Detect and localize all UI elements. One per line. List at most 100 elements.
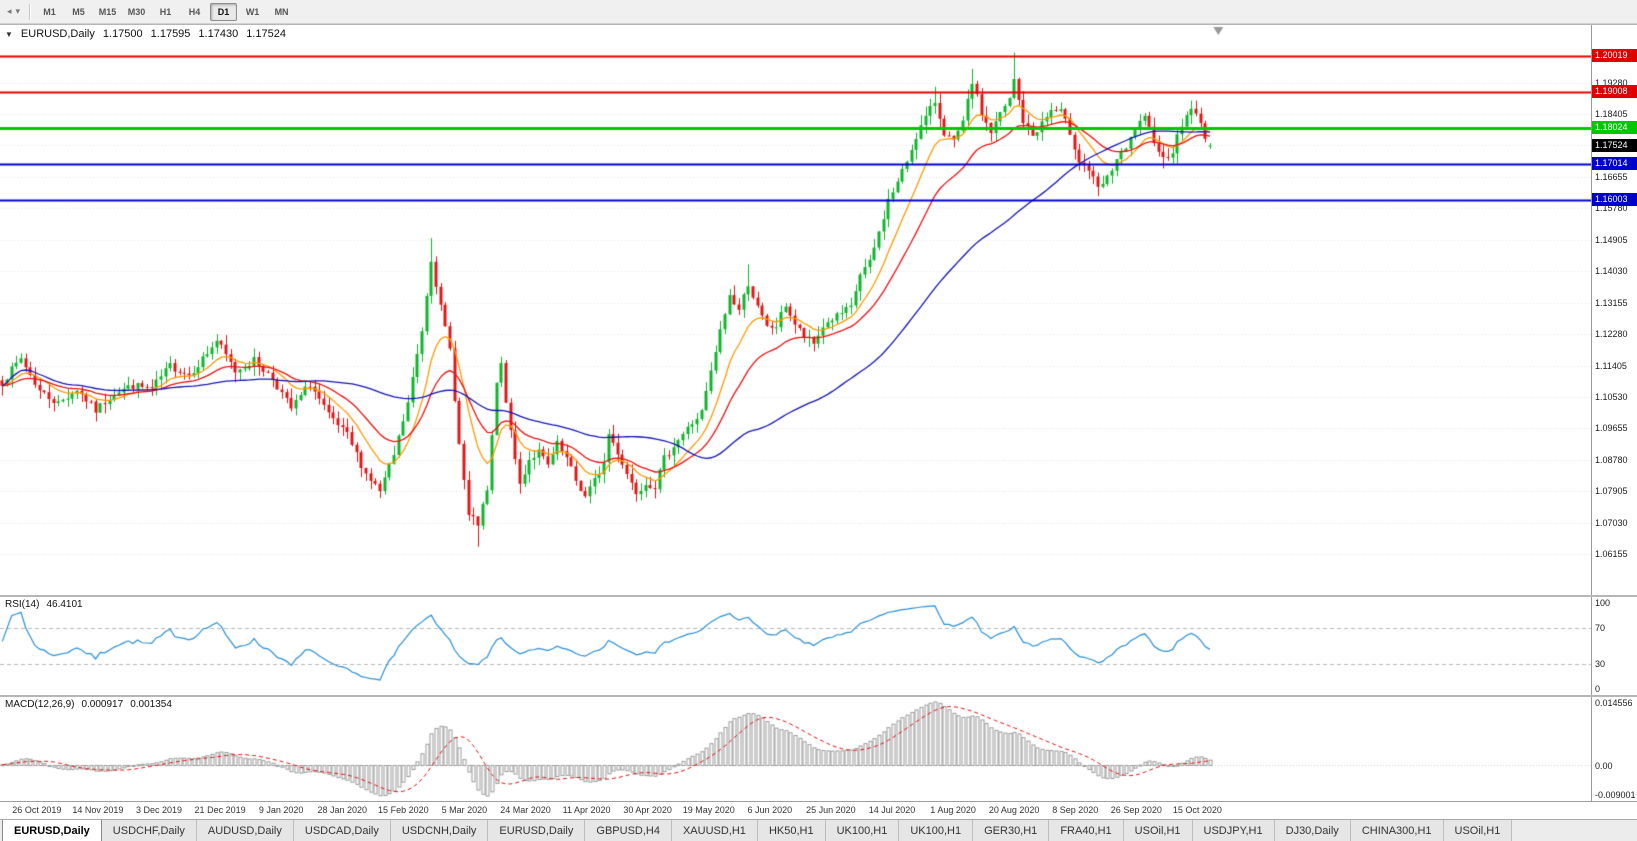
chart-tab-xauusd-h1[interactable]: XAUUSD,H1 xyxy=(671,820,758,841)
rsi-canvas[interactable] xyxy=(0,597,1591,695)
macd-main-value: 0.000917 xyxy=(81,699,124,710)
panel-splitter[interactable] xyxy=(0,595,1637,597)
panel-splitter[interactable] xyxy=(0,695,1637,697)
date-label: 6 Jun 2020 xyxy=(747,805,793,815)
date-label: 9 Jan 2020 xyxy=(258,805,304,815)
axis-label: 1.14905 xyxy=(1595,234,1628,245)
date-label: 24 Mar 2020 xyxy=(500,805,551,815)
axis-label: 1.11405 xyxy=(1595,360,1627,371)
macd-panel: MACD(12,26,9) 0.000917 0.001354 0.014556… xyxy=(0,697,1637,801)
date-label: 15 Oct 2020 xyxy=(1172,805,1222,815)
date-label: 8 Sep 2020 xyxy=(1052,805,1099,815)
date-label: 30 Apr 2020 xyxy=(623,805,672,815)
macd-axis[interactable]: 0.014556 0.00 -0.009001 xyxy=(1591,697,1637,801)
axis-label: 70 xyxy=(1595,622,1606,633)
timeframe-button-w1[interactable]: W1 xyxy=(239,3,266,21)
chart-tab-usoil-h1[interactable]: USOil,H1 xyxy=(1443,820,1513,841)
axis-label: 1.07030 xyxy=(1595,517,1628,528)
axis-label: 1.16655 xyxy=(1595,171,1628,182)
price-tag: 1.16003 xyxy=(1592,193,1637,206)
chart-tab-audusd-daily[interactable]: AUDUSD,Daily xyxy=(196,820,294,841)
date-label: 3 Dec 2019 xyxy=(135,805,183,815)
chart-tab-fra40-h1[interactable]: FRA40,H1 xyxy=(1049,820,1124,841)
price-tag: 1.17524 xyxy=(1592,139,1637,152)
timeframe-button-mn[interactable]: MN xyxy=(268,3,295,21)
axis-label: 1.15780 xyxy=(1595,203,1628,214)
date-label: 25 Jun 2020 xyxy=(806,805,856,815)
toolbar-dropdown-icon[interactable]: ▾ xyxy=(15,6,21,16)
chart-header: ▼ EURUSD,Daily 1.17500 1.17595 1.17430 1… xyxy=(5,28,286,40)
axis-label: 30 xyxy=(1595,659,1606,670)
date-axis[interactable]: 26 Oct 2019 14 Nov 2019 3 Dec 2019 21 Dec 2… xyxy=(0,801,1637,819)
timeframe-toolbar: ◂ ▾ M1 M5 M15 M30 H1 H4 D1 W1 MN xyxy=(0,0,1637,24)
chart-high-value: 1.17595 xyxy=(150,28,191,40)
axis-label: 0 xyxy=(1595,684,1601,694)
rsi-value: 46.4101 xyxy=(46,599,83,610)
timeframe-button-m5[interactable]: M5 xyxy=(65,3,92,21)
chart-close-value: 1.17524 xyxy=(246,28,286,40)
price-chart-panel: ▼ EURUSD,Daily 1.17500 1.17595 1.17430 1… xyxy=(0,25,1637,595)
axis-label: 1.07905 xyxy=(1595,486,1628,497)
axis-label: 1.19280 xyxy=(1595,77,1628,88)
chart-tab-hk50-h1[interactable]: HK50,H1 xyxy=(757,820,826,841)
date-label: 5 Mar 2020 xyxy=(441,805,488,815)
axis-label: 1.14030 xyxy=(1595,266,1628,277)
axis-label: 1.13155 xyxy=(1595,297,1628,308)
rsi-axis[interactable]: 100 70 30 0 xyxy=(1591,597,1637,695)
date-label: 28 Jan 2020 xyxy=(317,805,368,815)
chart-open-value: 1.17500 xyxy=(102,28,143,40)
timeframe-button-h4[interactable]: H4 xyxy=(181,3,208,21)
chart-tab-gbpusd-h4[interactable]: GBPUSD,H4 xyxy=(585,820,672,841)
date-label: 1 Aug 2020 xyxy=(930,805,976,815)
toolbar-separator xyxy=(29,3,31,20)
rsi-panel: RSI(14) 46.4101 100 70 30 0 xyxy=(0,597,1637,695)
chart-tab-usdjpy-h1[interactable]: USDJPY,H1 xyxy=(1192,820,1275,841)
toolbar-overflow-icon[interactable]: ◂ xyxy=(7,6,12,16)
chart-tab-eurusd-daily[interactable]: EURUSD,Daily xyxy=(2,820,102,841)
price-tag: 1.17014 xyxy=(1592,157,1637,170)
timeframe-button-m1[interactable]: M1 xyxy=(36,3,63,21)
date-label: 26 Oct 2019 xyxy=(12,805,62,815)
chart-tab-usdcnh-daily[interactable]: USDCNH,Daily xyxy=(390,820,489,841)
price-tag: 1.18024 xyxy=(1592,121,1637,134)
chart-expand-icon[interactable]: ▼ xyxy=(5,29,13,39)
axis-label: 0.00 xyxy=(1595,760,1613,771)
chart-tab-usdcad-daily[interactable]: USDCAD,Daily xyxy=(293,820,391,841)
date-label: 15 Feb 2020 xyxy=(378,805,429,815)
timeframe-button-d1[interactable]: D1 xyxy=(210,2,238,21)
axis-label: 1.12280 xyxy=(1595,329,1628,340)
date-label: 14 Jul 2020 xyxy=(868,805,916,815)
chart-tab-uk100-h1[interactable]: UK100,H1 xyxy=(825,820,900,841)
date-label: 14 Nov 2019 xyxy=(72,805,124,815)
chart-tab-ger30-h1[interactable]: GER30,H1 xyxy=(973,820,1050,841)
bottom-tab-bar: EURUSD,Daily USDCHF,Daily AUDUSD,Daily USDC… xyxy=(0,819,1637,841)
chart-tab-uk100-h1[interactable]: UK100,H1 xyxy=(899,820,974,841)
axis-label: 1.09655 xyxy=(1595,423,1628,434)
axis-label: 1.06155 xyxy=(1595,549,1628,560)
date-label: 11 Apr 2020 xyxy=(562,805,611,815)
macd-signal-value: 0.001354 xyxy=(130,699,172,710)
chart-area: ▼ EURUSD,Daily 1.17500 1.17595 1.17430 1… xyxy=(0,24,1637,819)
chart-tab-dj30-daily[interactable]: DJ30,Daily xyxy=(1274,820,1351,841)
chart-tab-usoil-h1[interactable]: USOil,H1 xyxy=(1123,820,1193,841)
chart-tab-eurusd-daily[interactable]: EURUSD,Daily xyxy=(488,820,586,841)
chart-symbol-label: EURUSD,Daily xyxy=(20,28,95,40)
date-label: 26 Sep 2020 xyxy=(1110,805,1162,815)
timeframe-button-m30[interactable]: M30 xyxy=(123,3,150,21)
axis-label: -0.009001 xyxy=(1595,790,1636,800)
price-chart-canvas[interactable] xyxy=(0,25,1591,595)
price-tag: 1.20019 xyxy=(1592,49,1637,62)
macd-name: MACD(12,26,9) xyxy=(5,699,75,710)
axis-label: 1.10530 xyxy=(1595,391,1628,402)
timeframe-button-group: M1 M5 M15 M30 H1 H4 D1 W1 MN xyxy=(35,2,296,21)
timeframe-button-m15[interactable]: M15 xyxy=(94,3,121,21)
chart-tab-usdchf-daily[interactable]: USDCHF,Daily xyxy=(101,820,197,841)
chart-tab-china300-h1[interactable]: CHINA300,H1 xyxy=(1350,820,1444,841)
date-label: 19 May 2020 xyxy=(682,805,735,815)
timeframe-button-h1[interactable]: H1 xyxy=(152,3,179,21)
axis-label: 100 xyxy=(1595,598,1611,608)
rsi-label: RSI(14) 46.4101 xyxy=(5,599,83,610)
price-axis[interactable]: 1.192801.184051.175301.166551.157801.149… xyxy=(1591,25,1637,595)
macd-canvas[interactable] xyxy=(0,697,1591,801)
